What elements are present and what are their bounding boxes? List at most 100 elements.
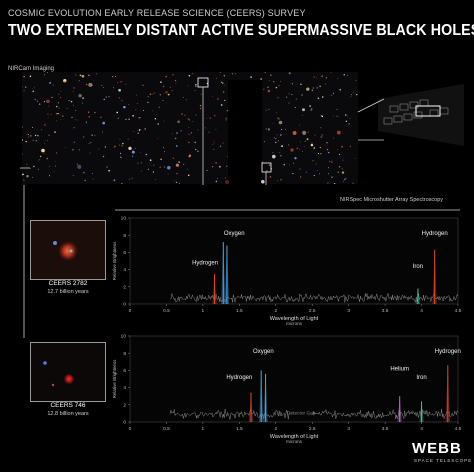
- star: [213, 141, 215, 143]
- star: [121, 99, 123, 102]
- star: [220, 81, 223, 83]
- star: [349, 117, 351, 119]
- star: [317, 97, 320, 100]
- star: [280, 128, 283, 131]
- star: [333, 115, 335, 117]
- star: [208, 131, 210, 133]
- star: [342, 159, 344, 161]
- y-tick-label: 6: [123, 250, 126, 256]
- x-tick-label: 3.5: [382, 308, 389, 314]
- star: [159, 94, 161, 96]
- star: [68, 100, 70, 102]
- x-tick-label: 0.5: [163, 426, 170, 432]
- y-tick-label: 10: [121, 216, 127, 222]
- star: [211, 95, 214, 98]
- star: [197, 129, 199, 131]
- star: [46, 99, 50, 104]
- star: [344, 177, 347, 180]
- star: [167, 173, 169, 175]
- star: [199, 107, 202, 110]
- star: [144, 128, 146, 130]
- star: [295, 98, 298, 100]
- star: [78, 149, 80, 151]
- star: [226, 156, 228, 158]
- star: [271, 154, 276, 159]
- star: [48, 134, 50, 137]
- star: [328, 151, 330, 154]
- star: [43, 101, 46, 103]
- star: [325, 77, 327, 79]
- star: [160, 158, 162, 161]
- star: [224, 84, 225, 86]
- star: [204, 127, 207, 129]
- star: [169, 86, 171, 88]
- star: [137, 162, 139, 164]
- star: [187, 85, 189, 87]
- star: [26, 175, 29, 178]
- star: [60, 119, 62, 121]
- star: [79, 74, 82, 77]
- star: [95, 73, 98, 75]
- star: [215, 128, 217, 130]
- star: [60, 97, 61, 99]
- star: [162, 99, 164, 101]
- star: [44, 139, 46, 141]
- star: [87, 74, 90, 76]
- star: [309, 105, 311, 107]
- y-tick-label: 4: [123, 385, 126, 391]
- star: [187, 118, 189, 120]
- star: [192, 121, 194, 123]
- star: [331, 176, 333, 178]
- star: [137, 132, 139, 134]
- star: [349, 145, 351, 147]
- spectrum-chart-ceers-2782: 0 2 4 6 8 10 0 0.5 1 1.5 2 2.5 3 3.5 4 4.5 Wavelength of…: [112, 216, 462, 326]
- star: [195, 114, 197, 116]
- line-label: Hydrogen: [422, 231, 448, 237]
- star: [288, 102, 290, 104]
- star: [160, 81, 162, 84]
- star: [108, 96, 110, 98]
- star: [113, 179, 116, 182]
- star: [276, 134, 278, 136]
- star: [106, 166, 108, 168]
- star: [131, 150, 135, 154]
- star: [290, 148, 294, 152]
- star: [147, 168, 150, 171]
- star: [94, 134, 96, 137]
- star: [143, 110, 145, 112]
- star: [337, 78, 339, 80]
- star: [338, 153, 341, 156]
- page-title: TWO EXTREMELY DISTANT ACTIVE SUPERMASSIV…: [8, 22, 474, 39]
- star: [34, 134, 37, 137]
- line-label: Iron: [413, 264, 423, 270]
- star: [91, 134, 93, 136]
- star: [131, 177, 133, 179]
- star: [306, 138, 309, 141]
- x-tick-label: 0: [129, 308, 132, 314]
- star: [63, 79, 67, 83]
- star: [128, 103, 130, 106]
- star: [220, 104, 223, 106]
- star: [336, 130, 341, 135]
- star: [174, 137, 177, 140]
- star: [141, 170, 142, 172]
- star: [300, 83, 302, 86]
- star: [186, 168, 188, 170]
- star: [108, 169, 110, 172]
- star: [133, 131, 135, 132]
- star: [283, 164, 285, 166]
- star: [41, 129, 43, 131]
- star: [222, 82, 224, 84]
- star: [275, 86, 278, 89]
- star: [30, 135, 32, 137]
- star: [321, 134, 323, 136]
- star: [345, 114, 347, 116]
- star: [89, 74, 91, 77]
- star: [113, 87, 114, 89]
- nircam-label: NIRCam Imaging: [8, 66, 55, 72]
- x-tick-label: 1: [202, 426, 205, 432]
- star: [127, 138, 129, 140]
- star: [215, 162, 217, 164]
- star: [29, 75, 32, 78]
- y-tick-label: 0: [123, 420, 126, 426]
